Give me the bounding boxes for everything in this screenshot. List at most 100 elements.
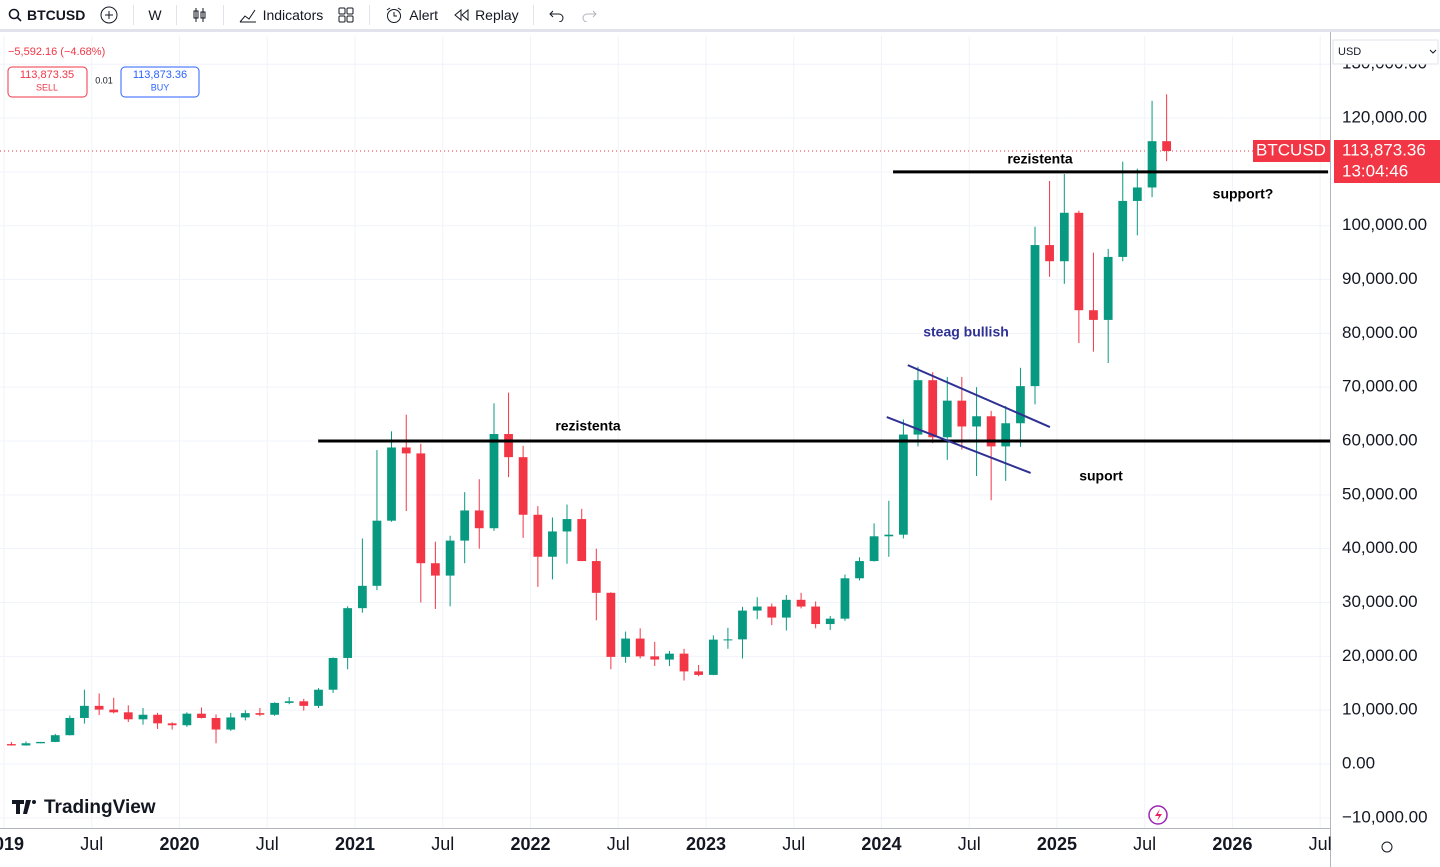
x-tick-label: Jul — [1133, 834, 1156, 854]
y-tick-label: 0.00 — [1342, 753, 1375, 772]
level-label: rezistenta — [555, 418, 621, 434]
y-tick-label: −10,000.00 — [1342, 807, 1428, 826]
candle-body — [80, 705, 89, 718]
x-tick-label: Jul — [80, 834, 103, 854]
time-axis-panel — [0, 828, 1331, 867]
indicators: Indicators — [262, 6, 324, 23]
buy-price: 113,873.36 — [133, 69, 187, 81]
candle-body — [796, 599, 806, 607]
candle-body — [7, 744, 16, 746]
candle-body — [255, 713, 265, 715]
candle-body — [591, 561, 601, 593]
candle-body — [240, 713, 250, 718]
replay-button[interactable]: Replay — [452, 7, 519, 23]
replay: Replay — [475, 6, 519, 23]
symbol: BTCUSD — [27, 6, 86, 23]
candle-body — [986, 416, 996, 447]
candle-body — [606, 592, 616, 657]
candle-body — [665, 653, 674, 660]
price-change: −5,592.16 (−4.68%) — [8, 46, 105, 58]
candle-body — [855, 561, 864, 579]
candle-body — [357, 585, 367, 609]
compare-button[interactable] — [99, 5, 119, 25]
candle-body — [314, 689, 323, 706]
candle-body — [1103, 256, 1113, 320]
annotation: suport — [1079, 468, 1123, 484]
brand-logo — [12, 800, 36, 814]
y-tick-label: 20,000.00 — [1342, 646, 1418, 665]
candle-body — [1045, 245, 1054, 262]
candle-body — [167, 723, 177, 726]
y-tick-label: 70,000.00 — [1342, 377, 1418, 396]
y-tick-label: 30,000.00 — [1342, 592, 1418, 611]
layouts-button[interactable] — [337, 6, 355, 24]
buy-label: BUY — [151, 82, 170, 92]
candle-body — [884, 534, 894, 537]
candle-body — [504, 434, 513, 458]
candle-body — [869, 536, 879, 562]
candle-body — [21, 743, 31, 746]
candle-body — [372, 520, 382, 586]
candle-body — [738, 610, 747, 640]
candle-body — [635, 638, 645, 657]
candle-body — [825, 618, 835, 625]
symbol-search[interactable]: BTCUSD — [8, 7, 85, 23]
channel-label: steag bullish — [923, 324, 1009, 340]
countdown: 13:04:46 — [1342, 162, 1408, 181]
alert-button[interactable]: Alert — [384, 6, 438, 24]
undo-button[interactable] — [548, 8, 566, 22]
candle-body — [109, 709, 119, 713]
x-tick-label: Jul — [1309, 834, 1332, 854]
x-tick-label: Jul — [958, 834, 981, 854]
candle-body — [1147, 141, 1157, 188]
candle-body — [182, 713, 192, 726]
settings-button[interactable] — [1381, 841, 1393, 853]
candle-body — [460, 510, 470, 541]
candle-body — [694, 671, 703, 675]
candle-body — [284, 701, 294, 703]
chart: rezistenta rezistenta steag bullish support… — [0, 32, 1440, 867]
x-tick-label: Jul — [256, 834, 279, 854]
candle-body — [752, 606, 762, 611]
symbol-label-bg — [1253, 140, 1330, 163]
buy-button[interactable] — [120, 66, 200, 98]
annotation: support? — [1213, 186, 1274, 202]
x-tick-label: 2023 — [686, 834, 726, 854]
y-tick-label: 10,000.00 — [1342, 700, 1418, 719]
candle-body — [899, 434, 908, 535]
candle-body — [1016, 386, 1025, 424]
candle-body — [1030, 245, 1040, 387]
y-tick-label: 100,000.00 — [1342, 215, 1427, 234]
candle-body — [562, 519, 572, 532]
dropdown-caret — [1429, 49, 1437, 54]
candle-body — [957, 400, 967, 427]
candle-body — [1118, 200, 1128, 257]
currency-dropdown[interactable] — [1332, 39, 1439, 65]
candle-body — [211, 717, 221, 730]
x-tick-label: Jul — [431, 834, 454, 854]
candle-body — [972, 416, 981, 427]
candle-body — [270, 702, 280, 715]
candle-body — [518, 457, 528, 515]
candle-body — [781, 599, 791, 618]
candle-body — [138, 714, 148, 720]
interval-button[interactable]: W — [148, 7, 161, 23]
sell-button[interactable] — [7, 66, 88, 98]
x-tick-label: 2024 — [861, 834, 901, 854]
candle-body — [430, 563, 440, 576]
candle-body — [474, 510, 484, 529]
app-icon[interactable] — [1148, 805, 1168, 825]
chart-type-button[interactable] — [191, 6, 209, 24]
candle-body — [328, 657, 338, 690]
channel-line — [907, 364, 1051, 428]
redo-button[interactable] — [580, 8, 598, 22]
x-tick-label: 2025 — [1037, 834, 1077, 854]
symbol-label: BTCUSD — [1256, 141, 1326, 160]
indicators-button[interactable]: Indicators — [238, 6, 324, 24]
candle-body — [299, 701, 309, 706]
x-tick-label: 2020 — [159, 834, 199, 854]
candle-body — [197, 713, 206, 718]
candle-body — [942, 400, 952, 438]
last-price-bg — [1334, 140, 1440, 184]
